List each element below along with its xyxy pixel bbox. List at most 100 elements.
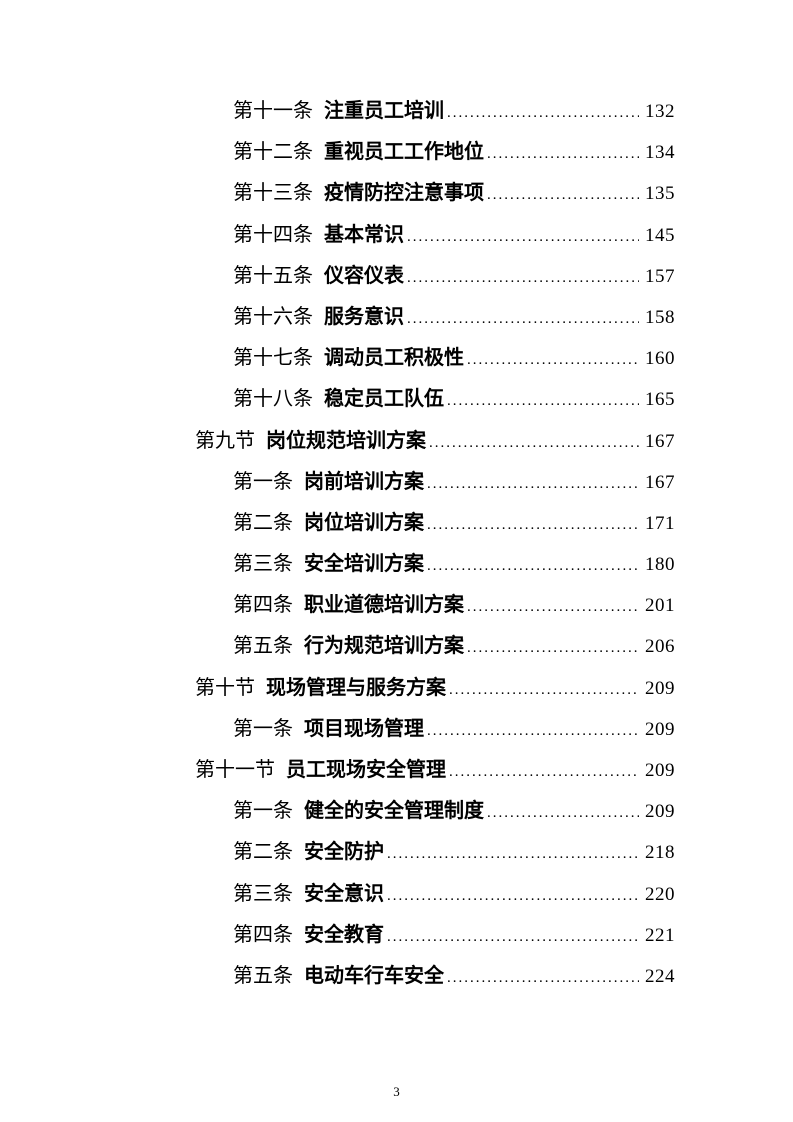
toc-dot-leader — [387, 832, 639, 875]
toc-entry-label: 第十一条 — [233, 100, 313, 122]
toc-dot-leader — [487, 173, 639, 216]
toc-entry[interactable]: 第十一条 注重员工培训 132 — [195, 91, 675, 132]
toc-entry[interactable]: 第十七条 调动员工积极性 160 — [195, 338, 675, 379]
toc-entry-title: 安全意识 — [304, 882, 384, 905]
toc-dot-leader — [449, 750, 639, 793]
toc-entry-label: 第十节 — [195, 676, 255, 699]
toc-entry-title: 重视员工工作地位 — [324, 141, 484, 164]
toc-entry[interactable]: 第一条 项目现场管理 209 — [195, 709, 675, 750]
toc-dot-leader — [487, 132, 639, 175]
toc-entry[interactable]: 第四条 安全教育 221 — [195, 915, 675, 956]
toc-entry-page-number: 221 — [645, 924, 675, 946]
toc-entry-page-number: 209 — [645, 718, 675, 740]
toc-entry-page-number: 206 — [645, 636, 675, 658]
toc-entry-label: 第九节 — [195, 429, 255, 452]
toc-entry[interactable]: 第十六条 服务意识 158 — [195, 297, 675, 338]
toc-entry[interactable]: 第五条 电动车行车安全 224 — [195, 956, 675, 997]
toc-entry[interactable]: 第四条 职业道德培训方案 201 — [195, 585, 675, 626]
toc-entry[interactable]: 第十八条 稳定员工队伍 165 — [195, 379, 675, 420]
toc-entry-label: 第十五条 — [233, 264, 313, 287]
toc-entry-title: 疫情防控注意事项 — [324, 182, 484, 205]
toc-entry-page-number: 209 — [645, 801, 675, 823]
toc-entry-label: 第十四条 — [233, 223, 313, 246]
toc-entry-page-number: 167 — [645, 471, 675, 493]
toc-entry-label: 第四条 — [233, 923, 293, 946]
toc-dot-leader — [487, 791, 639, 834]
toc-entry-page-number: 135 — [645, 183, 675, 205]
toc-entry-page-number: 132 — [645, 101, 675, 122]
toc-entry[interactable]: 第十四条 基本常识 145 — [195, 215, 675, 256]
toc-entry-label: 第五条 — [233, 635, 293, 658]
toc-entry-page-number: 209 — [645, 677, 675, 699]
page-footer: 3 — [0, 1084, 793, 1100]
toc-entry[interactable]: 第二条 安全防护 218 — [195, 832, 675, 873]
toc-entry-label: 第十八条 — [233, 388, 313, 411]
toc-entry-page-number: 209 — [645, 760, 675, 781]
toc-entry[interactable]: 第五条 行为规范培训方案 206 — [195, 626, 675, 667]
toc-dot-leader — [447, 91, 639, 134]
toc-dot-leader — [447, 956, 639, 999]
toc-entry-title: 健全的安全管理制度 — [304, 800, 484, 823]
toc-dot-leader — [467, 338, 639, 381]
toc-entry-label: 第一条 — [233, 717, 293, 740]
toc-dot-leader — [447, 379, 639, 422]
toc-entry-page-number: 220 — [645, 883, 675, 905]
toc-entry[interactable]: 第十一节 员工现场安全管理 209 — [195, 750, 675, 791]
toc-dot-leader — [449, 668, 639, 711]
toc-entry-label: 第十二条 — [233, 141, 313, 164]
toc-entry[interactable]: 第九节 岗位规范培训方案 167 — [195, 421, 675, 462]
toc-entry-title: 员工现场安全管理 — [286, 759, 446, 781]
toc-dot-leader — [407, 215, 639, 258]
toc-entry[interactable]: 第十二条 重视员工工作地位 134 — [195, 132, 675, 173]
toc-entry-title: 职业道德培训方案 — [304, 594, 464, 617]
toc-entry[interactable]: 第三条 安全培训方案 180 — [195, 544, 675, 585]
toc-entry-title: 安全教育 — [304, 923, 384, 946]
footer-page-number: 3 — [393, 1084, 400, 1099]
toc-entry-label: 第十六条 — [233, 305, 313, 328]
toc-entry-label: 第二条 — [233, 841, 293, 864]
toc-dot-leader — [427, 503, 639, 546]
toc-entry[interactable]: 第十节 现场管理与服务方案 209 — [195, 668, 675, 709]
toc-entry-title: 调动员工积极性 — [324, 347, 464, 370]
toc-dot-leader — [387, 915, 639, 958]
toc-dot-leader — [407, 297, 639, 340]
toc-entry[interactable]: 第一条 岗前培训方案 167 — [195, 462, 675, 503]
toc-entry-page-number: 180 — [645, 554, 675, 576]
toc-entry-page-number: 165 — [645, 389, 675, 411]
toc-dot-leader — [467, 626, 639, 669]
toc-entry-label: 第十七条 — [233, 347, 313, 370]
toc-entry[interactable]: 第一条 健全的安全管理制度 209 — [195, 791, 675, 832]
toc-entry-label: 第一条 — [233, 800, 293, 823]
toc-dot-leader — [407, 256, 639, 299]
toc-entry[interactable]: 第十五条 仪容仪表 157 — [195, 256, 675, 297]
toc-entry-label: 第三条 — [233, 553, 293, 576]
toc-entry-title: 安全培训方案 — [304, 553, 424, 576]
toc-entry-page-number: 157 — [645, 265, 675, 287]
toc-dot-leader — [429, 421, 639, 464]
toc-entry-label: 第一条 — [233, 470, 293, 493]
toc-entry[interactable]: 第三条 安全意识 220 — [195, 874, 675, 915]
toc-entry-title: 服务意识 — [324, 305, 404, 328]
toc-entry-title: 安全防护 — [304, 841, 384, 864]
toc-entry-title: 注重员工培训 — [324, 100, 444, 122]
toc-entry-title: 稳定员工队伍 — [324, 388, 444, 411]
toc-entry-label: 第五条 — [233, 964, 293, 987]
toc-entry[interactable]: 第十三条 疫情防控注意事项 135 — [195, 173, 675, 214]
toc-entry-page-number: 224 — [645, 965, 675, 987]
toc-entry-page-number: 201 — [645, 595, 675, 617]
toc-entry-title: 岗位培训方案 — [304, 511, 424, 534]
toc-entry-title: 岗前培训方案 — [304, 470, 424, 493]
toc-entry-title: 行为规范培训方案 — [304, 635, 464, 658]
toc-entry-label: 第三条 — [233, 882, 293, 905]
toc-entry-label: 第十一节 — [195, 759, 275, 781]
toc-entry-title: 现场管理与服务方案 — [266, 676, 446, 699]
toc-dot-leader — [427, 544, 639, 587]
toc-list: 第十一条 注重员工培训 132 第十二条 重视员工工作地位 134 第十三条 疫… — [195, 91, 675, 997]
toc-entry-title: 仪容仪表 — [324, 264, 404, 287]
toc-entry-label: 第二条 — [233, 511, 293, 534]
toc-entry-page-number: 158 — [645, 306, 675, 328]
toc-entry[interactable]: 第二条 岗位培训方案 171 — [195, 503, 675, 544]
toc-entry-label: 第四条 — [233, 594, 293, 617]
toc-entry-page-number: 171 — [645, 512, 675, 534]
toc-dot-leader — [427, 462, 639, 505]
